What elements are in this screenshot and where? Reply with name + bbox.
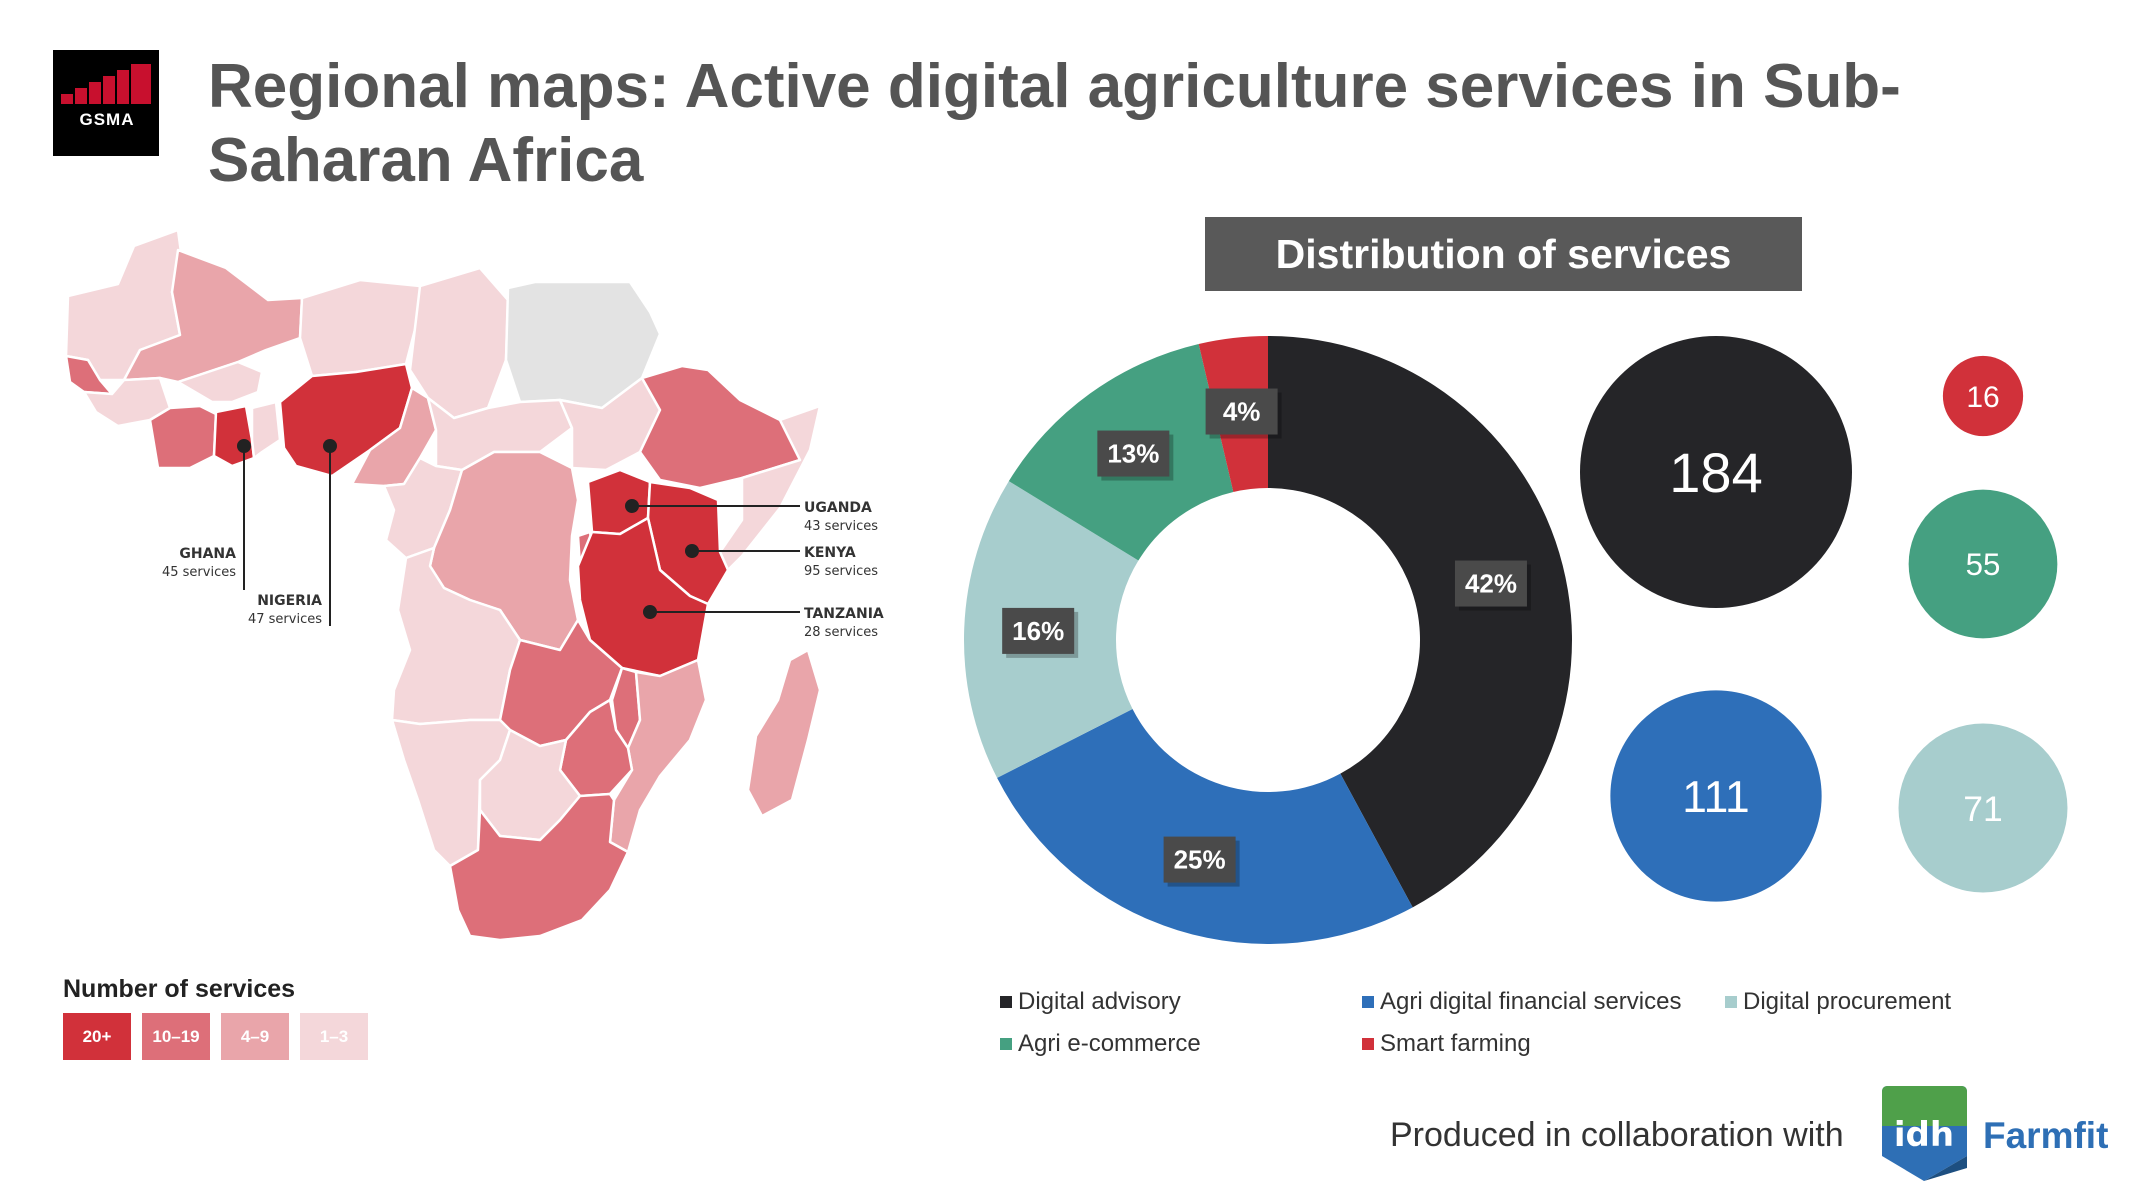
pct-label-box-smart-farming — [1205, 388, 1278, 435]
pct-label-agri-digital-financial-services: 25% — [1174, 845, 1226, 875]
legend-key-1-3: 1–3 — [300, 1013, 368, 1060]
donut-slice-digital-advisory — [1268, 336, 1572, 908]
map-cameroon — [350, 386, 438, 488]
idh-logo-icon: idh — [1882, 1086, 1967, 1181]
legend-item-agri-e-commerce: Agri e-commerce — [1000, 1030, 1201, 1058]
pct-label-digital-procurement: 16% — [1012, 616, 1064, 646]
pct-label-box-digital-advisory — [1454, 560, 1527, 607]
bubble-digital-procurement — [1898, 723, 2068, 893]
chart-legend: Digital advisory Agri digital financial s… — [1000, 988, 2100, 1078]
legend-swatch-smart-farming — [1362, 1038, 1374, 1050]
legend-swatch-agri-digital-financial-services — [1362, 996, 1374, 1008]
page-title: Regional maps: Active digital agricultur… — [208, 52, 1901, 195]
pct-label-box-agri-e-commerce — [1097, 430, 1170, 477]
label-uganda: UGANDA — [804, 500, 872, 516]
label-tanzania: TANZANIA — [804, 606, 884, 622]
pct-label-box-agri-digital-financial-services — [1163, 836, 1236, 883]
legend-label-agri-digital-financial-services: Agri digital financial services — [1380, 988, 1682, 1015]
label-ghana: GHANA — [179, 546, 236, 562]
legend-item-smart-farming: Smart farming — [1362, 1030, 1531, 1058]
credit-text: Produced in collaboration with — [1390, 1116, 1844, 1154]
legend-item-digital-procurement: Digital procurement — [1725, 988, 1951, 1016]
legend-swatch-agri-e-commerce — [1000, 1038, 1012, 1050]
map-legend-title: Number of services — [63, 975, 296, 1003]
legend-label-digital-procurement: Digital procurement — [1743, 988, 1952, 1015]
legend-swatch-digital-advisory — [1000, 996, 1012, 1008]
pct-label-digital-advisory: 42% — [1465, 569, 1517, 599]
legend-label-digital-advisory: Digital advisory — [1018, 988, 1181, 1015]
farmfit-label: Farmfit — [1983, 1115, 2109, 1156]
pct-label-smart-farming: 4% — [1223, 397, 1261, 427]
legend-item-agri-digital-financial-services: Agri digital financial services — [1362, 988, 1681, 1016]
gsma-logo: GSMA — [53, 50, 159, 156]
bubble-agri-digital-financial-services — [1610, 690, 1822, 902]
count-nigeria: 47 services — [248, 612, 322, 627]
legend-swatch-digital-procurement — [1725, 996, 1737, 1008]
legend-key-20plus: 20+ — [63, 1013, 131, 1060]
legend-item-digital-advisory: Digital advisory — [1000, 988, 1181, 1016]
bubble-value-agri-digital-financial-services: 111 — [1682, 773, 1749, 822]
gsma-logo-text: GSMA — [79, 110, 135, 129]
pct-label-box-digital-procurement — [1002, 607, 1075, 654]
label-kenya: KENYA — [804, 545, 856, 561]
bubble-digital-advisory — [1580, 336, 1852, 608]
bubble-smart-farming — [1942, 355, 2024, 437]
pct-label-agri-e-commerce: 13% — [1107, 439, 1159, 469]
gsma-bars-icon — [61, 64, 151, 104]
label-nigeria: NIGERIA — [257, 593, 322, 609]
bubble-agri-e-commerce — [1908, 489, 2058, 639]
legend-label-smart-farming: Smart farming — [1380, 1030, 1531, 1057]
idh-logo-text: idh — [1894, 1115, 1954, 1155]
map-south-africa — [448, 792, 630, 942]
count-kenya: 95 services — [804, 564, 878, 579]
map-togo-benin — [250, 400, 282, 460]
map-burkina — [176, 360, 264, 404]
distribution-chart: 42% 25% 16% 13% 4% 184 111 16 55 71 — [964, 336, 2068, 945]
bubble-value-digital-advisory: 184 — [1669, 441, 1762, 504]
bubble-value-smart-farming: 16 — [1966, 381, 1999, 414]
count-uganda: 43 services — [804, 519, 878, 534]
legend-key-4-9: 4–9 — [221, 1013, 289, 1060]
chart-title: Distribution of services — [1205, 217, 1802, 291]
africa-map: UGANDA 43 services KENYA 95 services TAN… — [64, 228, 884, 942]
bubble-value-digital-procurement: 71 — [1963, 789, 2002, 829]
count-ghana: 45 services — [162, 565, 236, 580]
map-ghana — [212, 404, 256, 468]
legend-label-agri-e-commerce: Agri e-commerce — [1018, 1030, 1201, 1057]
bubble-value-agri-e-commerce: 55 — [1966, 547, 2001, 582]
legend-key-10-19: 10–19 — [142, 1013, 210, 1060]
map-cote-divoire — [148, 404, 218, 470]
donut-slice-agri-digital-financial-services — [997, 708, 1413, 945]
count-tanzania: 28 services — [804, 625, 878, 640]
map-madagascar — [746, 648, 822, 818]
map-niger — [298, 278, 422, 378]
